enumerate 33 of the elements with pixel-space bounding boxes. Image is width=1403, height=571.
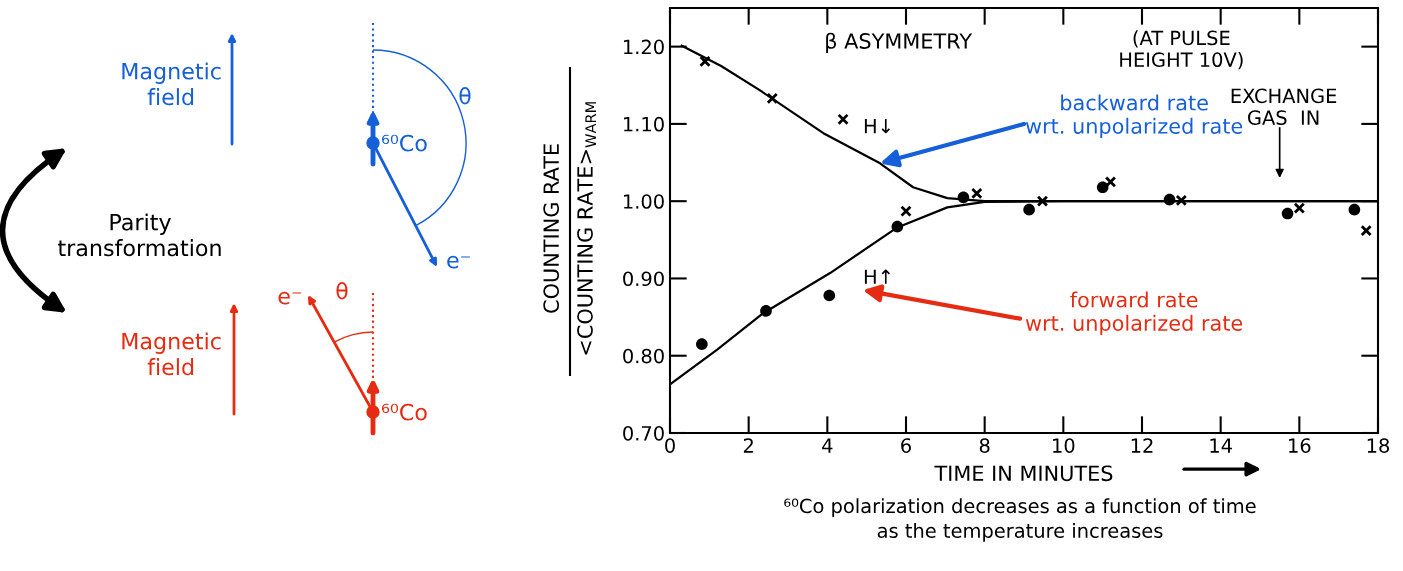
y-tick-label: 0.80 xyxy=(623,348,664,364)
y-tick-label: 1.20 xyxy=(623,39,664,55)
text: ⁶⁰Co polarization decreases as a function of time as the temperature increases xyxy=(784,498,1256,542)
text: e⁻ xyxy=(447,255,470,269)
y-tick-label: 0.70 xyxy=(623,425,664,441)
text: θ xyxy=(336,282,348,300)
annotation: H↑ xyxy=(864,269,890,284)
y-axis-title: COUNTING RATE <COUNTING RATE>$_{WARM}$ xyxy=(543,102,596,355)
x-tick-label: 0 xyxy=(665,438,675,453)
x-tick-label: 10 xyxy=(1053,438,1075,453)
x-tick-label: 14 xyxy=(1210,438,1232,453)
text: Magnetic field xyxy=(122,332,221,376)
text: ⁶⁰Co xyxy=(382,403,427,421)
text: θ xyxy=(459,87,471,105)
x-tick-label: 12 xyxy=(1131,438,1153,453)
x-tick-label: 4 xyxy=(822,438,833,453)
annotation: β ASYMMETRY xyxy=(826,32,973,53)
annotation: H↓ xyxy=(864,118,890,134)
x-tick-label: 18 xyxy=(1367,438,1390,453)
y-tick-label: 0.90 xyxy=(623,271,664,287)
x-tick-label: 16 xyxy=(1289,438,1311,453)
x-tick-label: 6 xyxy=(901,438,911,453)
text: Magnetic field xyxy=(122,62,221,106)
y-tick-label: 1.00 xyxy=(623,194,664,209)
y-tick-label: 1.10 xyxy=(623,116,664,132)
x-tick-label: 8 xyxy=(979,438,990,453)
text: ⁶⁰Co xyxy=(382,134,427,152)
x-tick-label: 2 xyxy=(743,438,753,453)
text: Parity transformation xyxy=(58,213,221,257)
text: e⁻ xyxy=(278,291,302,305)
x-axis-title: TIME IN MINUTES xyxy=(934,465,1113,482)
annotation: forward rate wrt. unpolarized rate xyxy=(1025,291,1243,335)
annotation: (AT PULSE HEIGHT 10V) xyxy=(1120,30,1243,70)
